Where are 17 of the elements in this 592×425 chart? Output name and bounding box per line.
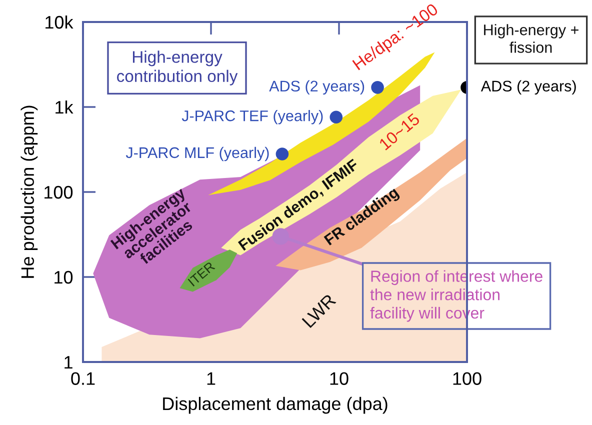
annotation: High-energy contribution only [117,50,238,86]
text: High-energy + fission [484,24,578,53]
x-tick-label: 1 [207,372,216,385]
x-axis-title: Displacement damage (dpa) [163,396,388,414]
x-tick-label: 10 [330,372,348,385]
y-tick-label: 10k [46,15,74,29]
y-axis-title: He production (appm) [20,106,38,278]
x-tick-label: 100 [453,372,482,385]
y-tick-label: 1k [56,100,74,114]
y-tick-label: 100 [44,186,73,199]
series-label: ADS (2 years) [269,80,364,95]
x-tick-label: 0.1 [71,372,95,385]
series-label: J-PARC MLF (yearly) [126,146,269,162]
series-label: ADS (2 years) [480,80,576,95]
y-tick-label: 1 [64,356,72,369]
y-tick-label: 10 [54,270,73,284]
series-label: J-PARC TEF (yearly) [182,110,323,124]
